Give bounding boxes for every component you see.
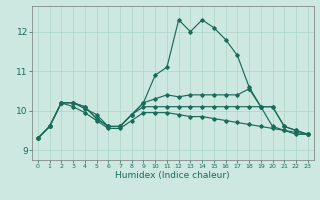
X-axis label: Humidex (Indice chaleur): Humidex (Indice chaleur) (116, 171, 230, 180)
